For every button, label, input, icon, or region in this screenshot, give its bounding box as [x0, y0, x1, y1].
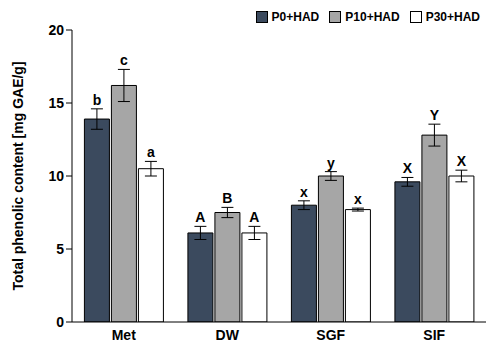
svg-text:Total phenolic content [mg GAE: Total phenolic content [mg GAE/g]: [10, 61, 26, 290]
svg-text:x: x: [300, 184, 308, 200]
svg-text:DW: DW: [216, 327, 240, 343]
svg-text:5: 5: [56, 241, 64, 257]
html-text:P30+HAD: P30+HAD: [425, 10, 480, 24]
svg-text:x: x: [354, 191, 362, 207]
svg-text:A: A: [249, 209, 259, 225]
svg-text:c: c: [120, 52, 128, 68]
svg-text:Met: Met: [112, 327, 136, 343]
svg-text:10: 10: [48, 168, 64, 184]
html-text:P10+HAD: P10+HAD: [345, 10, 400, 24]
html-text:P0+HAD: P0+HAD: [271, 10, 320, 24]
svg-text:15: 15: [48, 95, 64, 111]
svg-text:Y: Y: [430, 107, 440, 123]
svg-text:A: A: [195, 209, 205, 225]
svg-text:X: X: [457, 153, 467, 169]
svg-text:a: a: [147, 144, 155, 160]
svg-text:SIF: SIF: [423, 327, 445, 343]
svg-text:SGF: SGF: [316, 327, 345, 343]
svg-text:20: 20: [48, 22, 64, 38]
svg-text:X: X: [403, 160, 413, 176]
svg-text:B: B: [222, 190, 232, 206]
svg-text:0: 0: [56, 314, 64, 330]
svg-text:y: y: [327, 155, 335, 171]
svg-text:b: b: [93, 92, 102, 108]
